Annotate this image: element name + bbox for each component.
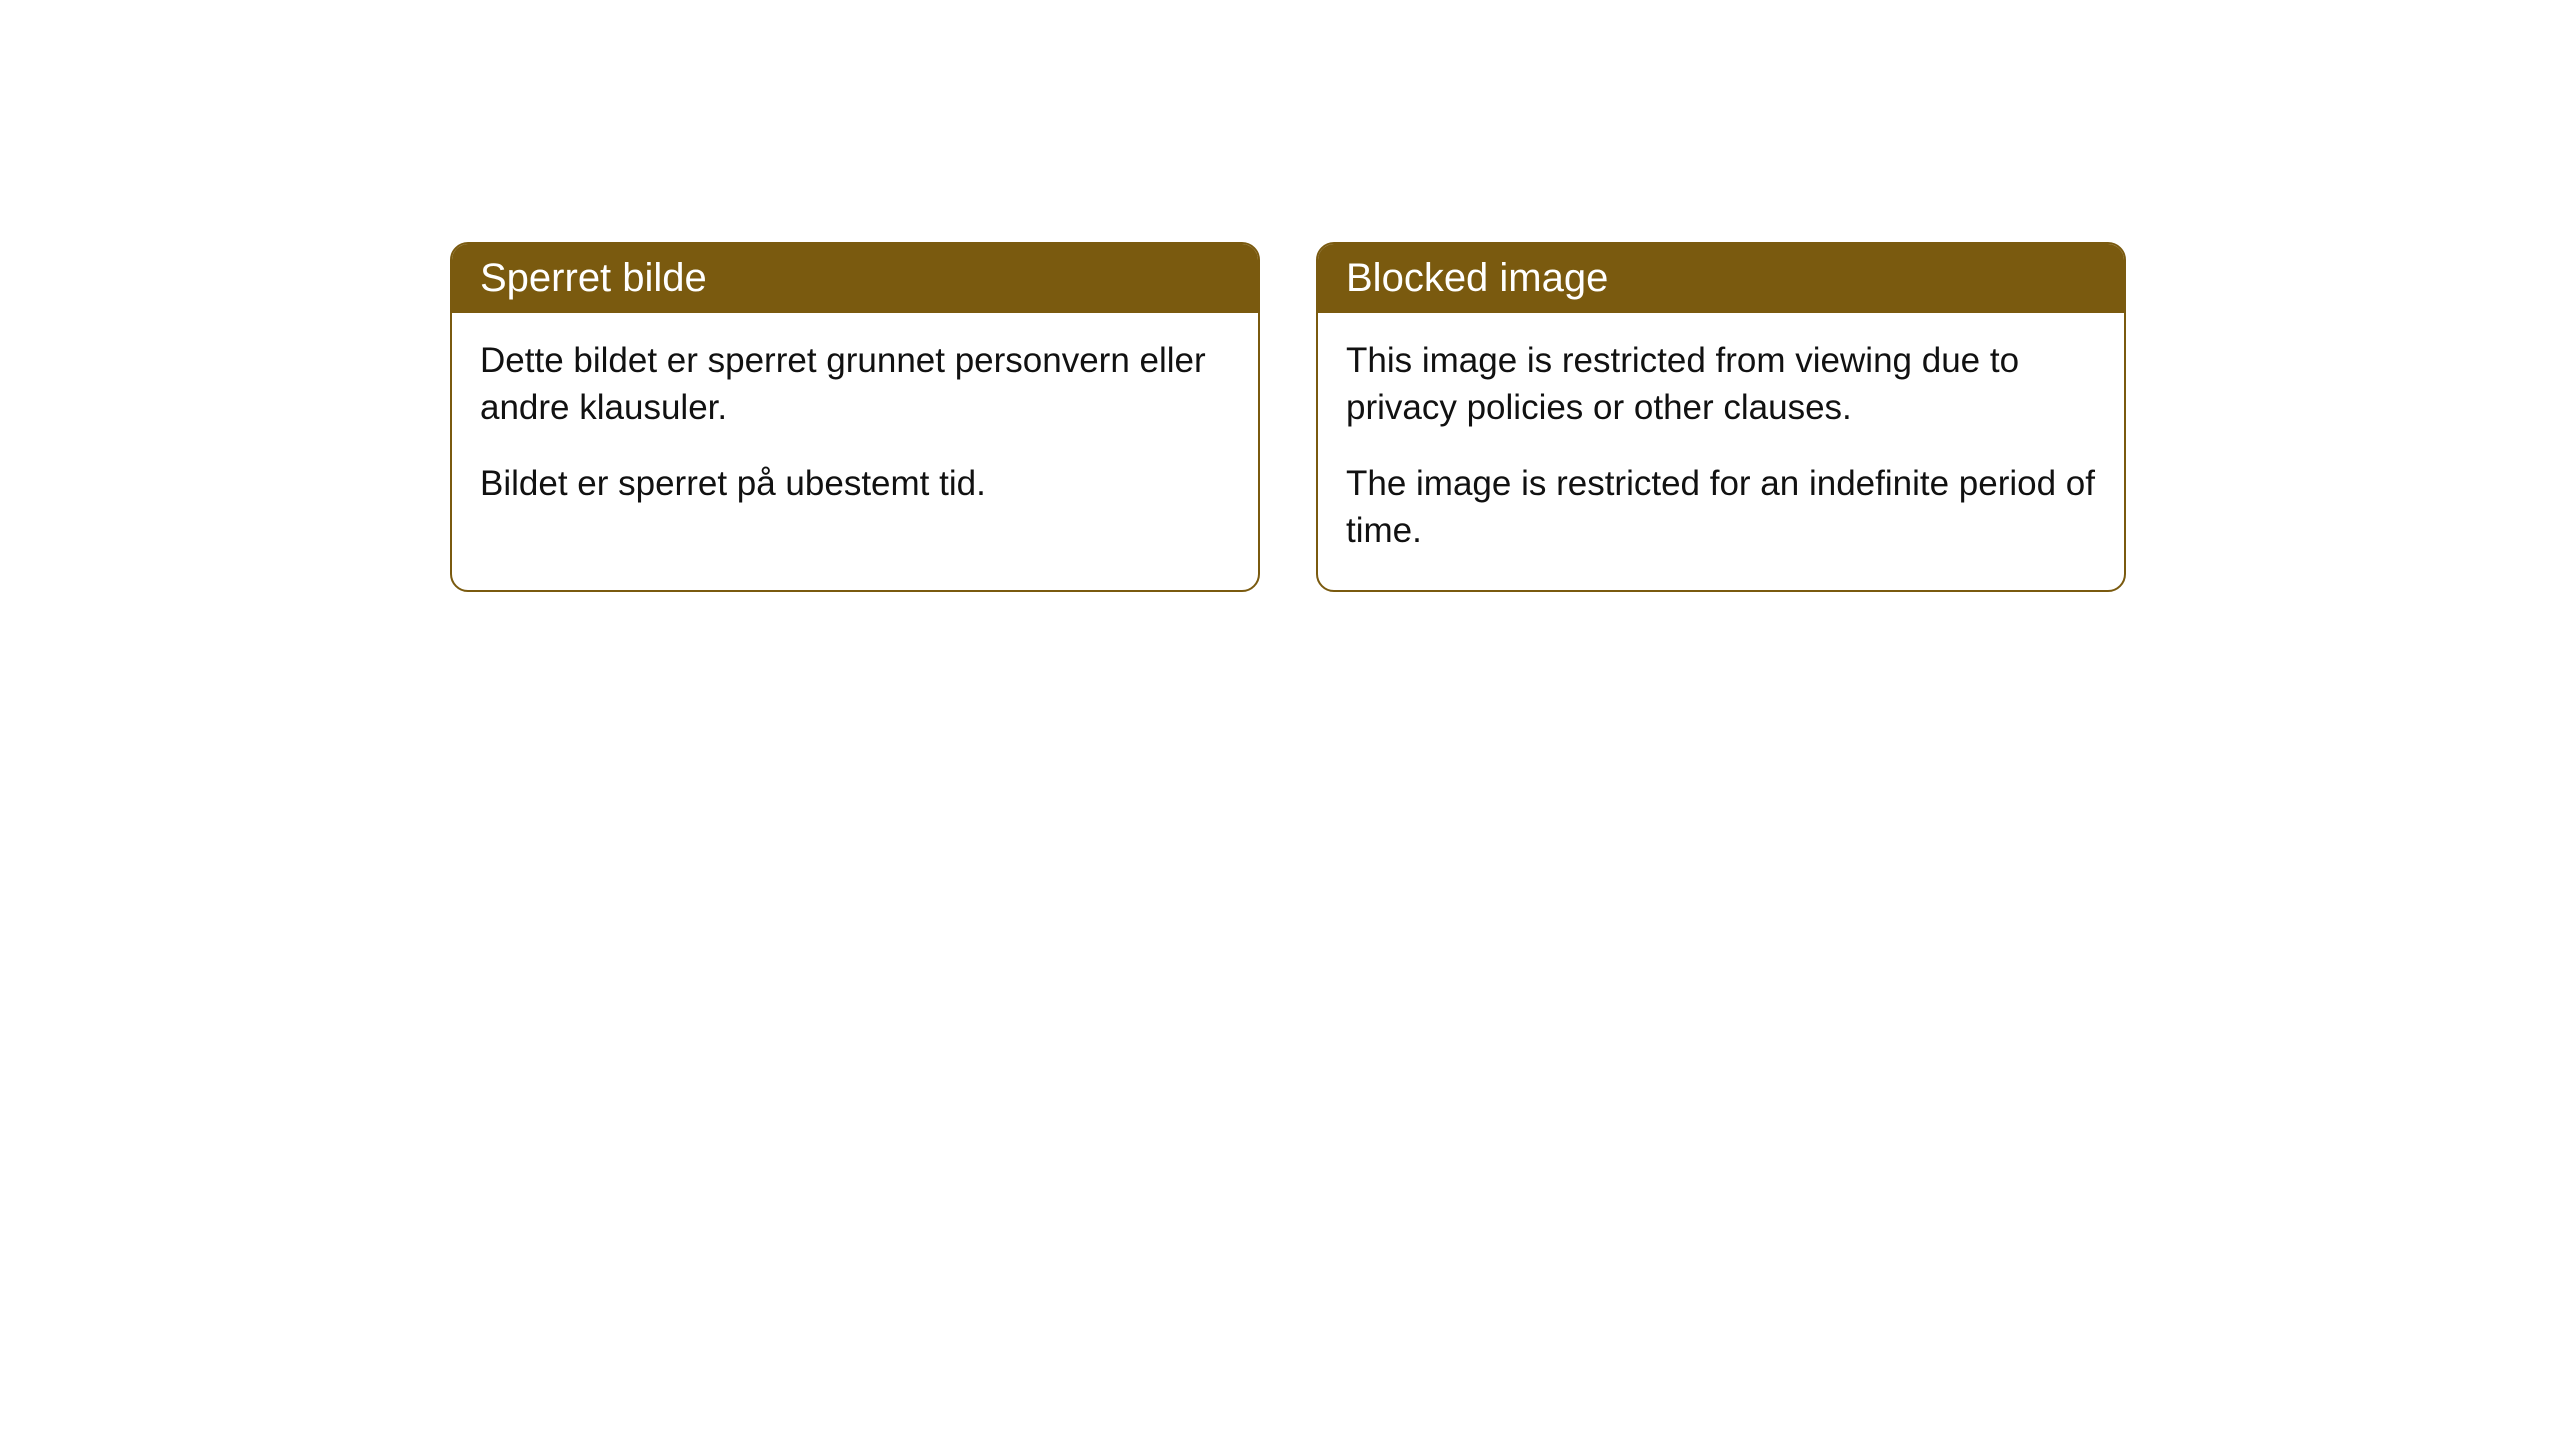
card-paragraph: Bildet er sperret på ubestemt tid.: [480, 460, 1230, 507]
cards-container: Sperret bilde Dette bildet er sperret gr…: [0, 0, 2560, 592]
card-header: Blocked image: [1318, 244, 2124, 313]
card-paragraph: This image is restricted from viewing du…: [1346, 337, 2096, 432]
card-title: Sperret bilde: [480, 256, 707, 300]
card-body: Dette bildet er sperret grunnet personve…: [452, 313, 1258, 543]
card-header: Sperret bilde: [452, 244, 1258, 313]
card-paragraph: The image is restricted for an indefinit…: [1346, 460, 2096, 555]
card-title: Blocked image: [1346, 256, 1608, 300]
card-paragraph: Dette bildet er sperret grunnet personve…: [480, 337, 1230, 432]
blocked-image-card-en: Blocked image This image is restricted f…: [1316, 242, 2126, 592]
blocked-image-card-no: Sperret bilde Dette bildet er sperret gr…: [450, 242, 1260, 592]
card-body: This image is restricted from viewing du…: [1318, 313, 2124, 590]
